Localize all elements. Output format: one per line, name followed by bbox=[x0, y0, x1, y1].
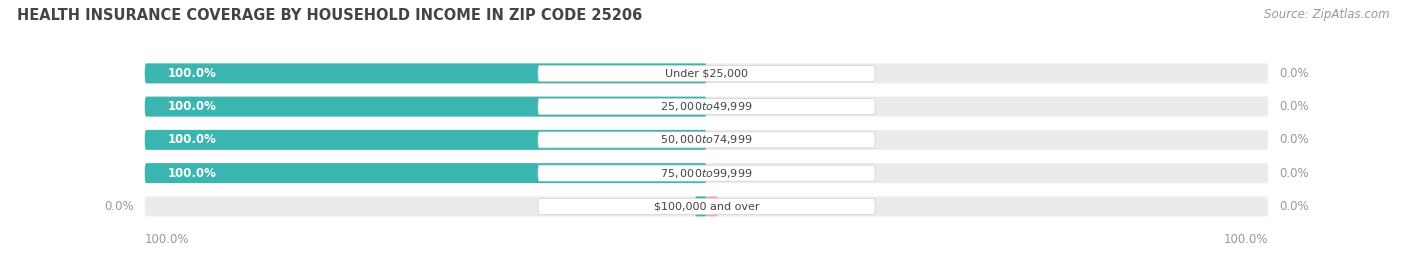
Text: 100.0%: 100.0% bbox=[167, 167, 217, 180]
FancyBboxPatch shape bbox=[696, 196, 706, 216]
Text: 0.0%: 0.0% bbox=[1279, 167, 1309, 180]
FancyBboxPatch shape bbox=[145, 163, 1268, 183]
Text: 100.0%: 100.0% bbox=[167, 67, 217, 80]
FancyBboxPatch shape bbox=[538, 65, 875, 81]
Text: $50,000 to $74,999: $50,000 to $74,999 bbox=[661, 133, 752, 146]
FancyBboxPatch shape bbox=[145, 163, 706, 183]
FancyBboxPatch shape bbox=[538, 99, 875, 115]
FancyBboxPatch shape bbox=[538, 199, 875, 214]
FancyBboxPatch shape bbox=[145, 196, 1268, 216]
Text: $75,000 to $99,999: $75,000 to $99,999 bbox=[661, 167, 752, 180]
Text: 0.0%: 0.0% bbox=[1279, 67, 1309, 80]
Text: 0.0%: 0.0% bbox=[1279, 100, 1309, 113]
Text: 0.0%: 0.0% bbox=[104, 200, 134, 213]
Text: 0.0%: 0.0% bbox=[1279, 133, 1309, 146]
Text: $100,000 and over: $100,000 and over bbox=[654, 201, 759, 211]
FancyBboxPatch shape bbox=[706, 196, 717, 216]
Text: 100.0%: 100.0% bbox=[167, 100, 217, 113]
FancyBboxPatch shape bbox=[145, 130, 706, 150]
Text: 100.0%: 100.0% bbox=[145, 233, 190, 246]
Text: 0.0%: 0.0% bbox=[1279, 200, 1309, 213]
FancyBboxPatch shape bbox=[145, 97, 1268, 116]
Text: $25,000 to $49,999: $25,000 to $49,999 bbox=[661, 100, 752, 113]
FancyBboxPatch shape bbox=[145, 63, 706, 83]
FancyBboxPatch shape bbox=[145, 63, 1268, 83]
Text: 100.0%: 100.0% bbox=[167, 133, 217, 146]
Text: HEALTH INSURANCE COVERAGE BY HOUSEHOLD INCOME IN ZIP CODE 25206: HEALTH INSURANCE COVERAGE BY HOUSEHOLD I… bbox=[17, 8, 643, 23]
Text: Source: ZipAtlas.com: Source: ZipAtlas.com bbox=[1264, 8, 1389, 21]
FancyBboxPatch shape bbox=[538, 165, 875, 181]
FancyBboxPatch shape bbox=[145, 130, 1268, 150]
Text: 100.0%: 100.0% bbox=[1223, 233, 1268, 246]
FancyBboxPatch shape bbox=[538, 132, 875, 148]
Text: Under $25,000: Under $25,000 bbox=[665, 68, 748, 78]
FancyBboxPatch shape bbox=[145, 97, 706, 116]
